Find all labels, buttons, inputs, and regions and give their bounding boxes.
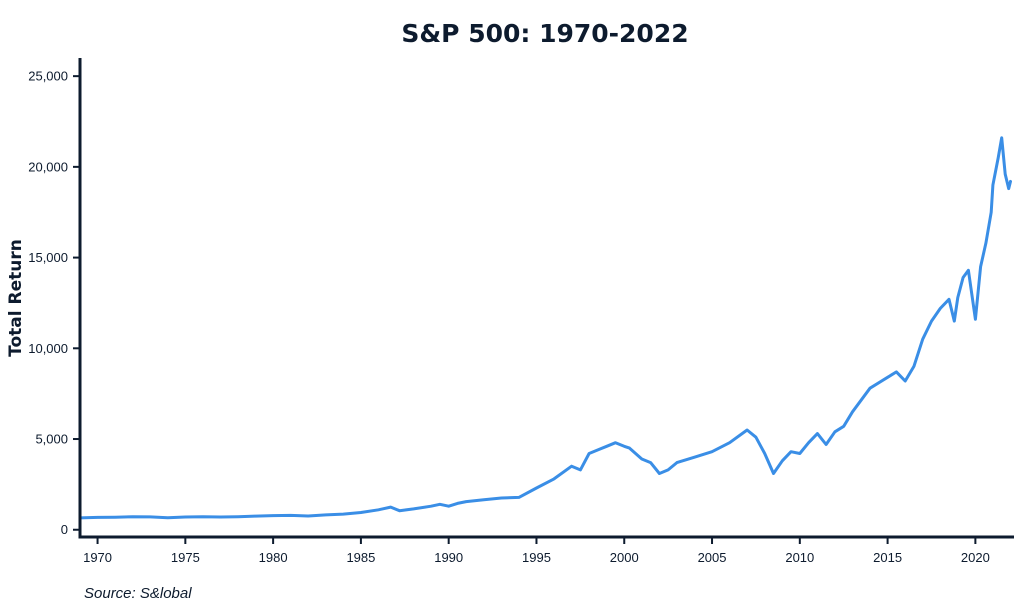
chart-title: S&P 500: 1970-2022 — [401, 19, 688, 48]
x-tick-label: 2010 — [785, 550, 814, 565]
y-tick-label: 5,000 — [35, 432, 68, 447]
x-tick-label: 1980 — [259, 550, 288, 565]
x-tick-label: 1975 — [171, 550, 200, 565]
x-tick-label: 1995 — [522, 550, 551, 565]
x-tick-label: 2020 — [961, 550, 990, 565]
x-tick-label: 1990 — [434, 550, 463, 565]
x-tick-label: 2015 — [873, 550, 902, 565]
y-tick-label: 0 — [61, 522, 68, 537]
y-axis-label: Total Return — [6, 239, 26, 357]
y-tick-label: 20,000 — [28, 159, 68, 174]
y-axis-ticks: 0 5,000 10,000 15,000 20,000 25,000 — [28, 69, 80, 537]
y-tick-label: 25,000 — [28, 69, 68, 84]
x-axis-ticks: 1970 1975 1980 1985 1990 1995 2000 2005 2010 2015… — [83, 537, 990, 565]
y-tick-label: 10,000 — [28, 341, 68, 356]
total-return-line — [78, 136, 1012, 520]
x-tick-label: 2000 — [610, 550, 639, 565]
source-note: Source: S&lobal — [84, 585, 192, 602]
y-tick-label: 15,000 — [28, 250, 68, 265]
x-tick-label: 1985 — [346, 550, 375, 565]
x-tick-label: 1970 — [83, 550, 112, 565]
x-tick-label: 2005 — [698, 550, 727, 565]
